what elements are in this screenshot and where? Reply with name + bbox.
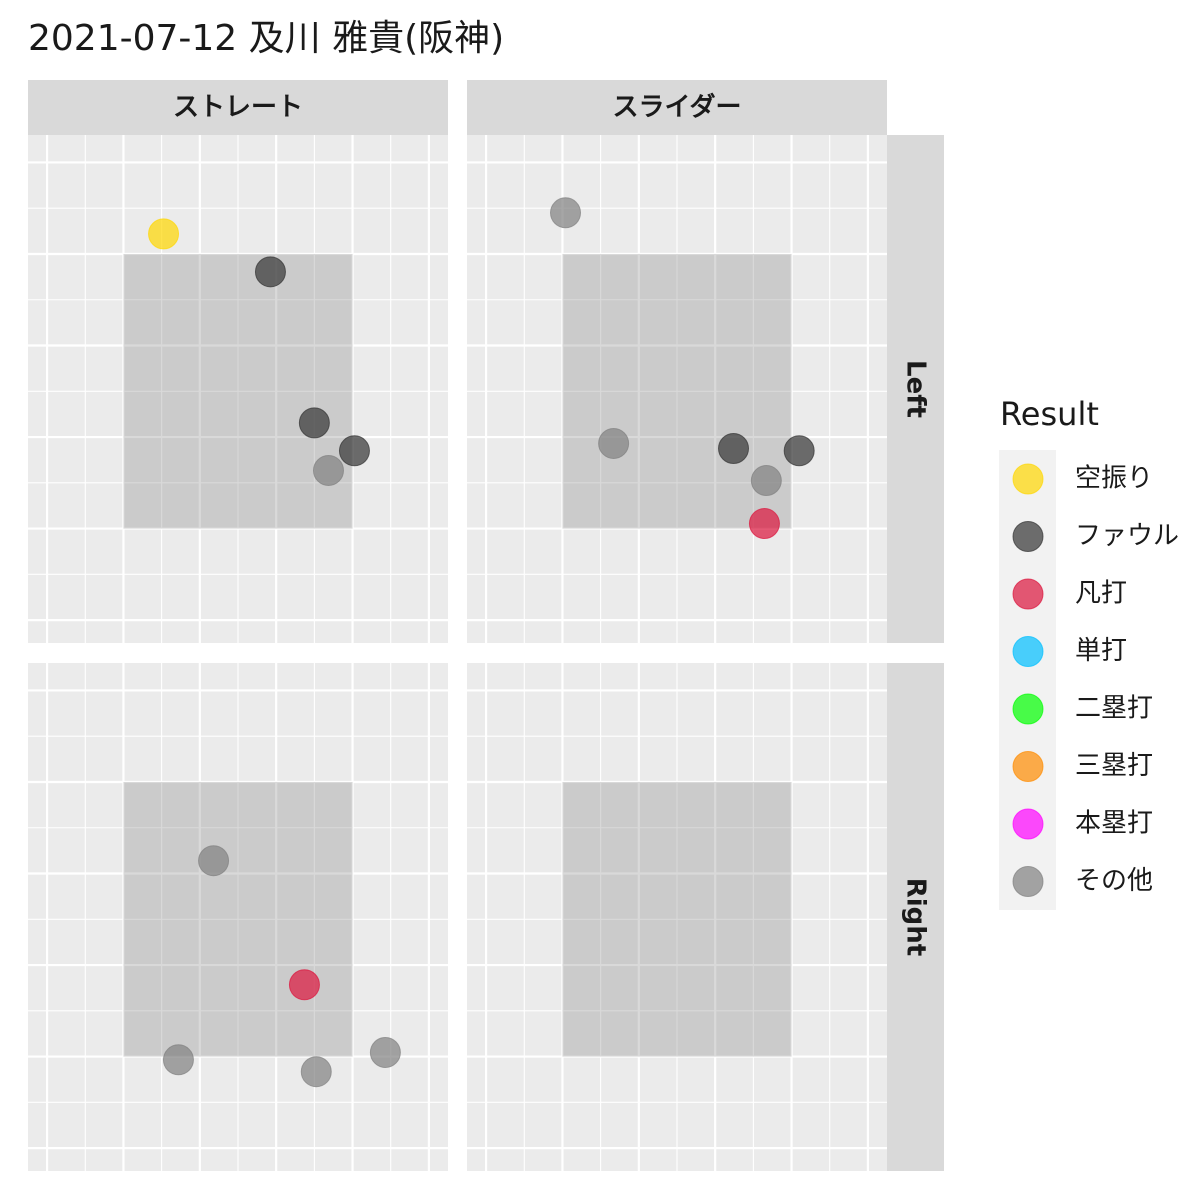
point: [312, 454, 344, 486]
legend-label: 二塁打: [1075, 694, 1153, 724]
legend-key: [1012, 866, 1044, 897]
point: [748, 508, 780, 540]
strike-zone: [562, 781, 792, 1057]
legend-key: [1012, 693, 1044, 725]
strike-zone: [123, 781, 353, 1057]
legend-key: [1012, 578, 1044, 610]
legend-key: [1012, 521, 1044, 552]
point: [598, 427, 630, 459]
legend-label: 単打: [1075, 636, 1127, 666]
point: [300, 1056, 332, 1088]
point: [750, 465, 782, 497]
row-strip-label: Right: [901, 878, 931, 956]
column-strip-label: ストレート: [173, 93, 303, 123]
chart-title: 2021-07-12 及川 雅貴(阪神): [28, 18, 504, 59]
point: [162, 1044, 194, 1076]
point: [198, 845, 230, 877]
point: [369, 1036, 401, 1068]
legend-label: 空振り: [1075, 464, 1153, 494]
strip: [887, 663, 944, 1171]
legend-label: 本塁打: [1075, 809, 1153, 839]
strip: [887, 135, 944, 643]
strip: [467, 80, 887, 135]
point: [550, 197, 582, 229]
legend-key: [1012, 751, 1044, 782]
legend-label: ファウル: [1075, 521, 1179, 551]
legend-key: [1012, 808, 1044, 840]
strip: [28, 80, 448, 135]
row-strip-label: Left: [901, 360, 931, 418]
strike-zone: [123, 253, 353, 529]
point: [148, 218, 180, 250]
legend-key: [1012, 636, 1044, 667]
legend-key-background: [999, 450, 1056, 910]
legend-title: Result: [1000, 395, 1099, 433]
point: [338, 435, 370, 467]
point: [783, 435, 815, 467]
column-strip-label: スライダー: [613, 92, 742, 123]
legend-key: [1012, 463, 1044, 495]
point: [288, 969, 320, 1001]
point: [254, 256, 286, 288]
legend-label: 凡打: [1075, 579, 1127, 609]
point: [298, 407, 330, 439]
legend-label: その他: [1075, 866, 1153, 896]
point: [718, 432, 750, 464]
legend-label: 三塁打: [1075, 751, 1153, 781]
